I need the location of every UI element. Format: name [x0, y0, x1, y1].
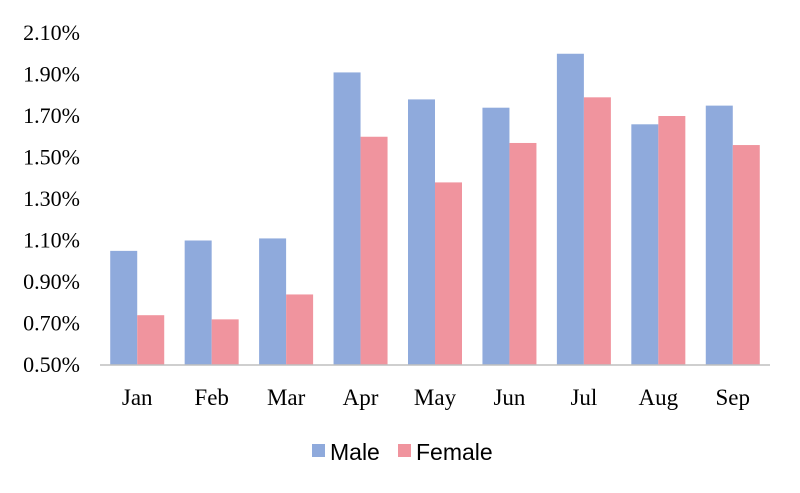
bar-male-jun — [482, 107, 510, 365]
x-tick-label: Aug — [639, 385, 679, 410]
y-tick-label: 1.30% — [23, 186, 80, 211]
y-tick-label: 1.90% — [23, 62, 80, 87]
bar-female-feb — [211, 319, 239, 365]
x-tick-label: Mar — [267, 385, 306, 410]
legend-label-male: Male — [330, 439, 380, 465]
x-axis-labels: Jan Feb Mar Apr May Jun Jul Aug Sep — [122, 385, 750, 410]
bar-male-sep — [705, 105, 733, 365]
x-tick-label: Jan — [122, 385, 153, 410]
bar-male-jul — [556, 53, 584, 365]
x-tick-label: Jun — [493, 385, 525, 410]
legend-label-female: Female — [416, 439, 493, 465]
bar-male-mar — [259, 238, 287, 365]
bar-female-may — [435, 182, 462, 365]
bar-female-mar — [286, 294, 314, 365]
bars — [110, 53, 760, 366]
y-tick-label: 0.70% — [23, 311, 80, 336]
bar-female-aug — [658, 116, 686, 365]
y-tick-label: 1.50% — [23, 145, 80, 170]
y-tick-label: 0.90% — [23, 269, 80, 294]
legend: Male Female — [312, 439, 493, 465]
legend-swatch-female — [398, 444, 411, 457]
x-tick-label: Jul — [570, 385, 597, 410]
x-tick-label: Sep — [716, 385, 751, 410]
bar-male-apr — [333, 72, 361, 366]
bar-female-sep — [732, 145, 760, 365]
bar-male-jan — [110, 250, 138, 365]
y-tick-label: 2.10% — [23, 20, 80, 45]
y-tick-label: 1.10% — [23, 228, 80, 253]
y-tick-label: 1.70% — [23, 103, 80, 128]
legend-swatch-male — [312, 444, 325, 457]
bar-male-aug — [631, 124, 659, 365]
x-tick-label: Feb — [194, 385, 229, 410]
bar-male-feb — [184, 240, 212, 365]
y-tick-label: 0.50% — [23, 352, 80, 377]
bar-female-jul — [583, 97, 611, 365]
y-axis-ticks: 0.50% 0.70% 0.90% 1.10% 1.30% 1.50% 1.70% 1.90%… — [23, 20, 80, 377]
x-tick-label: May — [414, 385, 457, 410]
bar-female-jan — [137, 315, 165, 365]
bar-female-jun — [509, 142, 537, 365]
x-tick-label: Apr — [343, 385, 379, 410]
bar-male-may — [408, 99, 435, 366]
bar-female-apr — [360, 136, 388, 365]
